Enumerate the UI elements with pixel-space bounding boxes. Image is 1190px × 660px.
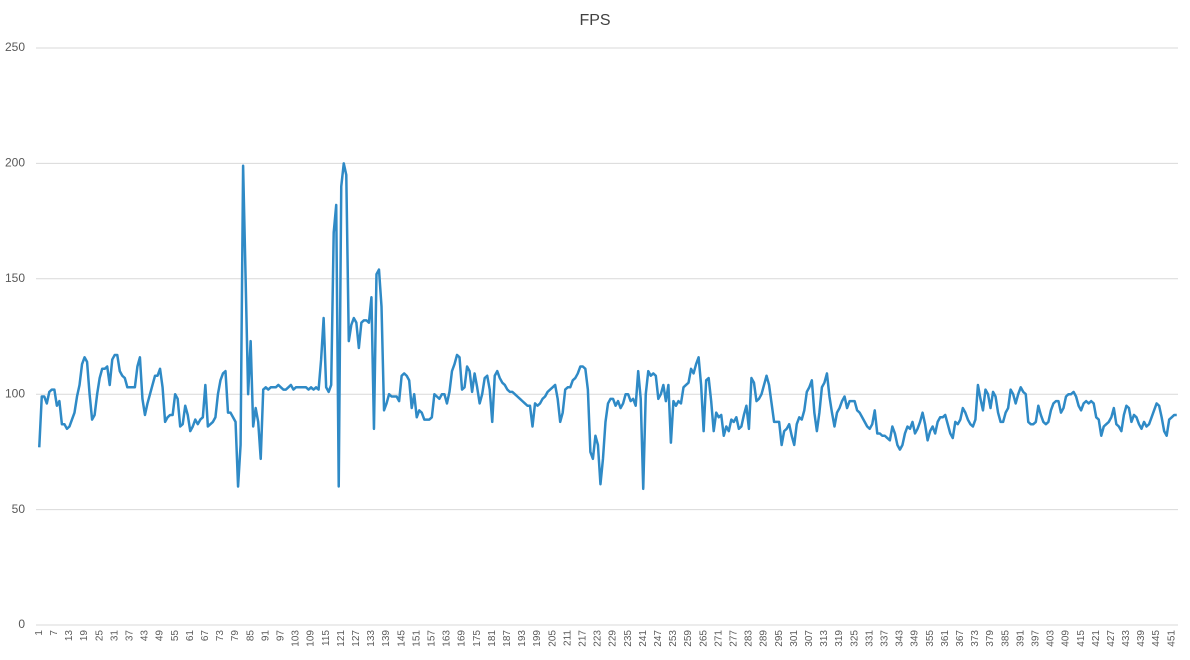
x-tick-label: 355 [925,630,936,647]
x-tick-label: 367 [955,630,966,647]
x-tick-label: 289 [759,630,770,647]
x-tick-label: 145 [396,630,407,647]
x-tick-label: 343 [895,630,906,647]
y-tick-label: 250 [5,40,25,54]
x-tick-label: 259 [683,630,694,647]
data-line [38,162,1177,491]
x-tick-label: 205 [547,630,558,647]
x-tick-label: 409 [1061,630,1072,647]
y-tick-label: 50 [12,502,26,516]
x-tick-label: 361 [940,630,951,647]
x-tick-label: 403 [1046,630,1057,647]
x-tick-label: 391 [1015,630,1026,647]
x-tick-label: 325 [849,630,860,647]
x-tick-label: 49 [155,630,166,642]
x-tick-label: 199 [532,630,543,647]
x-tick-label: 217 [577,630,588,647]
x-tick-label: 385 [1000,630,1011,647]
x-tick-label: 13 [64,630,75,642]
x-tick-label: 331 [864,630,875,647]
x-tick-label: 211 [562,630,573,646]
x-tick-label: 73 [215,630,226,642]
x-tick-label: 271 [713,630,724,647]
x-tick-label: 247 [653,630,664,647]
x-tick-label: 139 [381,630,392,647]
y-tick-label: 100 [5,386,25,400]
x-tick-label: 37 [124,630,135,642]
x-tick-label: 301 [789,630,800,647]
x-tick-label: 319 [834,630,845,647]
x-tick-label: 379 [985,630,996,647]
x-tick-label: 253 [668,630,679,647]
x-tick-label: 223 [593,630,604,647]
y-tick-label: 0 [18,617,25,631]
y-tick-label: 200 [5,156,25,170]
x-tick-label: 133 [366,630,377,647]
x-tick-label: 31 [109,630,120,642]
x-tick-label: 181 [487,630,498,647]
x-tick-label: 283 [744,630,755,647]
x-tick-label: 421 [1091,630,1102,647]
x-tick-label: 7 [49,630,60,636]
x-tick-label: 307 [804,630,815,647]
x-tick-label: 43 [140,630,151,642]
x-tick-label: 241 [638,630,649,647]
x-tick-label: 349 [910,630,921,647]
x-tick-label: 295 [774,630,785,647]
y-tick-label: 150 [5,271,25,285]
x-tick-label: 373 [970,630,981,647]
x-tick-label: 19 [79,630,90,642]
x-tick-label: 103 [291,630,302,647]
x-tick-label: 121 [336,630,347,647]
x-tick-label: 313 [819,630,830,647]
x-tick-label: 67 [200,630,211,642]
x-tick-label: 229 [608,630,619,647]
x-tick-label: 265 [698,630,709,647]
x-tick-label: 163 [442,630,453,647]
x-tick-label: 1 [34,630,45,636]
x-tick-label: 451 [1166,630,1177,647]
x-tick-label: 235 [623,630,634,647]
x-tick-label: 79 [230,630,241,642]
x-tick-label: 433 [1121,630,1132,647]
x-tick-label: 55 [170,630,181,642]
x-tick-label: 115 [321,630,332,646]
x-tick-label: 127 [351,630,362,647]
x-tick-label: 445 [1151,630,1162,647]
x-tick-label: 187 [502,630,513,647]
x-tick-label: 277 [728,630,739,647]
x-tick-label: 109 [306,630,317,647]
x-tick-label: 91 [260,630,271,642]
x-tick-label: 193 [517,630,528,647]
x-tick-label: 439 [1136,630,1147,647]
chart-title: FPS [579,12,610,29]
x-tick-label: 151 [411,630,422,647]
x-tick-label: 337 [879,630,890,647]
x-tick-label: 85 [245,630,256,642]
x-tick-label: 61 [185,630,196,642]
x-tick-label: 427 [1106,630,1117,647]
x-tick-label: 97 [275,630,286,642]
x-tick-label: 415 [1076,630,1087,647]
x-tick-label: 175 [472,630,483,647]
x-tick-label: 157 [426,630,437,647]
x-tick-label: 25 [94,630,105,642]
x-tick-label: 169 [457,630,468,647]
x-tick-label: 397 [1030,630,1041,647]
